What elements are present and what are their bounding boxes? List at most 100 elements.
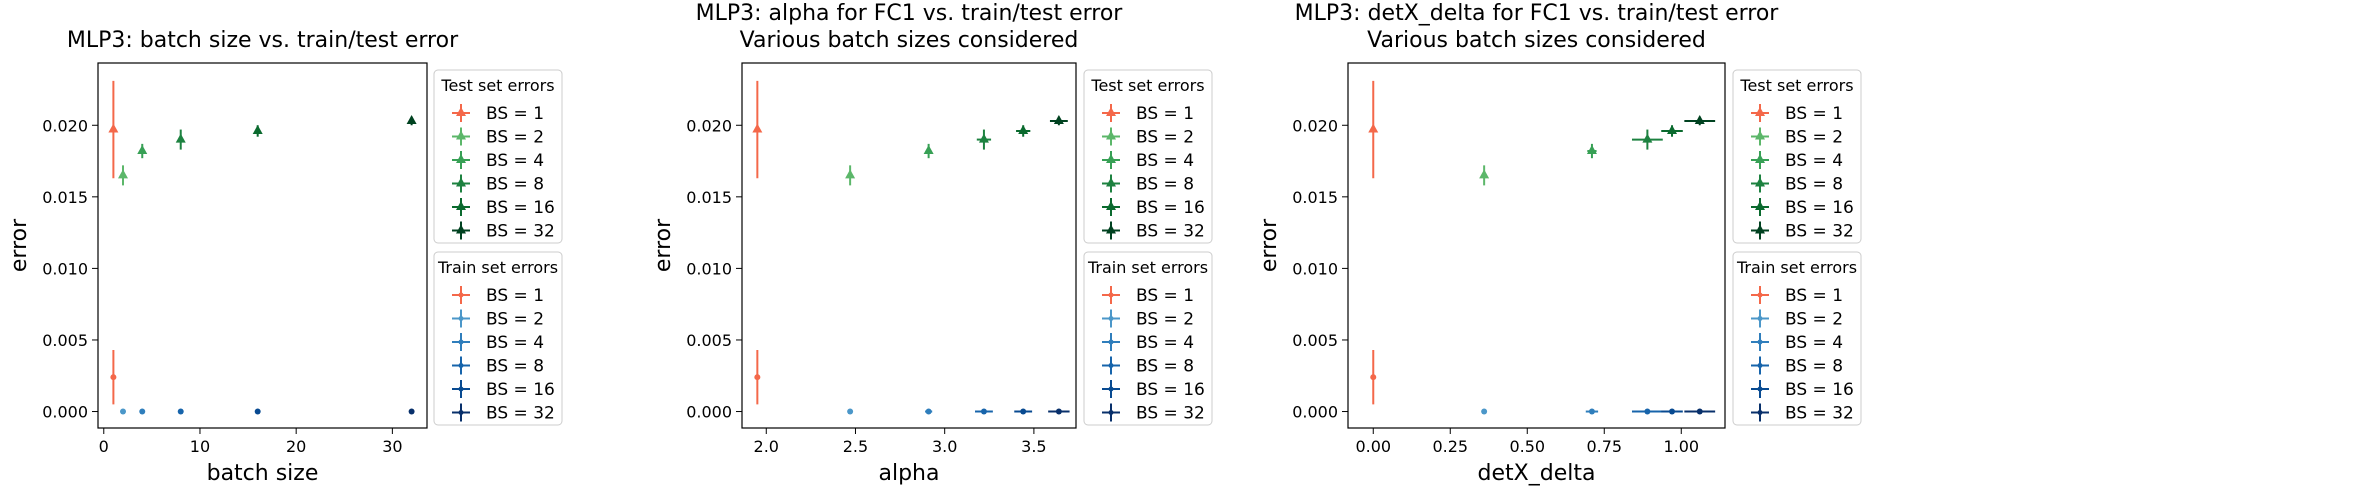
- marker-dot: [1020, 408, 1027, 415]
- legend-label: BS = 8: [1136, 357, 1194, 377]
- legend-marker: [458, 339, 464, 345]
- data-point-test-bs8: [1631, 129, 1663, 150]
- legend-label: BS = 8: [1136, 175, 1194, 195]
- data-point-train-bs16: [254, 408, 261, 415]
- legend-marker: [1755, 107, 1765, 116]
- data-point-test-bs2: [845, 165, 856, 186]
- y-tick-label: 0.020: [42, 116, 88, 135]
- y-tick-label: 0.010: [686, 259, 732, 278]
- x-tick-label: 0.75: [1586, 437, 1622, 456]
- legend-title: Test set errors: [440, 76, 554, 95]
- y-tick-label: 0.010: [42, 259, 88, 278]
- legend-item: BS = 32: [1102, 403, 1205, 424]
- marker-dot: [1055, 408, 1062, 415]
- legend-title: Train set errors: [437, 258, 558, 277]
- legend-label: BS = 1: [1136, 286, 1194, 306]
- x-axis-label: alpha: [879, 461, 940, 486]
- x-axis-label: batch size: [207, 461, 319, 486]
- data-point-test-bs4: [923, 143, 934, 159]
- legend-marker: [1106, 154, 1116, 163]
- legend-label: BS = 16: [1136, 198, 1205, 218]
- legend-marker: [1108, 410, 1114, 415]
- legend-marker: [458, 386, 464, 392]
- legend-marker: [1755, 130, 1765, 140]
- legend-label: BS = 4: [1785, 333, 1843, 353]
- data-point-test-bs4: [137, 143, 148, 159]
- legend-label: BS = 8: [486, 357, 544, 377]
- data-point-train-bs2: [1481, 408, 1488, 415]
- test-legend: Test set errors BS = 1 BS = 2 BS = 4 BS = 8 B…: [1732, 69, 1862, 244]
- legend-label: BS = 32: [1136, 404, 1205, 424]
- data-point-train-bs8: [975, 408, 993, 415]
- y-tick-label: 0.005: [1292, 331, 1338, 350]
- legend-item: BS = 32: [1102, 221, 1205, 242]
- legend-item: BS = 4: [1102, 151, 1194, 171]
- legend-item: BS = 4: [452, 151, 544, 171]
- marker-triangle: [118, 169, 129, 179]
- legend-label: BS = 2: [1136, 310, 1194, 330]
- legend-marker: [458, 410, 464, 415]
- x-tick-label: 3.5: [1021, 437, 1046, 456]
- marker-triangle: [1053, 114, 1064, 124]
- data-point-train-bs32: [1048, 408, 1070, 415]
- y-tick-label: 0.005: [42, 331, 88, 350]
- legend-marker: [1108, 292, 1114, 298]
- legend-item: BS = 2: [1102, 127, 1194, 148]
- plot-area: [1347, 62, 1726, 429]
- y-tick-label: 0.015: [686, 188, 732, 207]
- marker-triangle: [923, 145, 934, 155]
- marker-triangle: [252, 124, 263, 134]
- marker-triangle: [406, 114, 417, 124]
- legend-marker: [458, 292, 464, 298]
- data-point-train-bs4: [925, 408, 933, 415]
- legend-item: BS = 4: [1751, 151, 1843, 171]
- data-point-train-bs1: [110, 349, 117, 405]
- legend-label: BS = 2: [486, 310, 544, 330]
- legend-item: BS = 2: [452, 309, 544, 330]
- x-tick-label: 2.5: [843, 437, 868, 456]
- data-point-test-bs32: [1684, 114, 1716, 126]
- legend-item: BS = 1: [452, 104, 544, 124]
- legend-marker: [1757, 339, 1763, 345]
- legend-label: BS = 1: [1785, 286, 1843, 306]
- legend-title: Train set errors: [1087, 258, 1208, 277]
- legend-marker: [1757, 386, 1763, 392]
- legend-item: BS = 8: [452, 174, 544, 195]
- legend-marker: [456, 154, 466, 163]
- data-point-train-bs32: [1684, 408, 1716, 415]
- marker-triangle: [752, 123, 763, 133]
- marker-dot: [408, 408, 415, 415]
- legend-marker: [1757, 316, 1763, 321]
- legend-label: BS = 1: [1785, 104, 1843, 124]
- data-point-train-bs16: [1661, 408, 1683, 415]
- marker-dot: [139, 408, 146, 415]
- legend-item: BS = 1: [1751, 286, 1843, 306]
- legend-label: BS = 16: [1785, 198, 1854, 218]
- legend-item: BS = 2: [1751, 127, 1843, 148]
- legend-item: BS = 8: [1102, 356, 1194, 377]
- x-tick-label: 1.00: [1663, 437, 1699, 456]
- legend-marker: [456, 201, 466, 210]
- legend-label: BS = 2: [1785, 310, 1843, 330]
- data-point-train-bs4: [1585, 408, 1599, 415]
- legend-item: BS = 2: [452, 127, 544, 148]
- chart-title: MLP3: detX_delta for FC1 vs. train/test …: [1295, 1, 1780, 26]
- marker-triangle: [978, 133, 989, 143]
- legend-item: BS = 1: [1751, 104, 1843, 124]
- data-point-test-bs8: [976, 129, 992, 150]
- legend-label: BS = 16: [1785, 380, 1854, 400]
- marker-dot: [1669, 408, 1676, 415]
- data-point-train-bs1: [754, 349, 761, 405]
- legend-item: BS = 2: [1751, 309, 1843, 330]
- legend-marker: [1755, 224, 1765, 234]
- y-tick-label: 0.000: [686, 403, 732, 422]
- marker-triangle: [1694, 114, 1705, 124]
- x-tick-label: 3.0: [932, 437, 957, 456]
- legend-marker: [1106, 107, 1116, 116]
- legend-marker: [456, 224, 466, 234]
- legend-label: BS = 4: [1136, 151, 1194, 171]
- y-axis-label: error: [7, 218, 32, 272]
- legend-item: BS = 16: [1751, 380, 1854, 400]
- marker-dot: [120, 408, 127, 415]
- legend-item: BS = 4: [452, 333, 544, 353]
